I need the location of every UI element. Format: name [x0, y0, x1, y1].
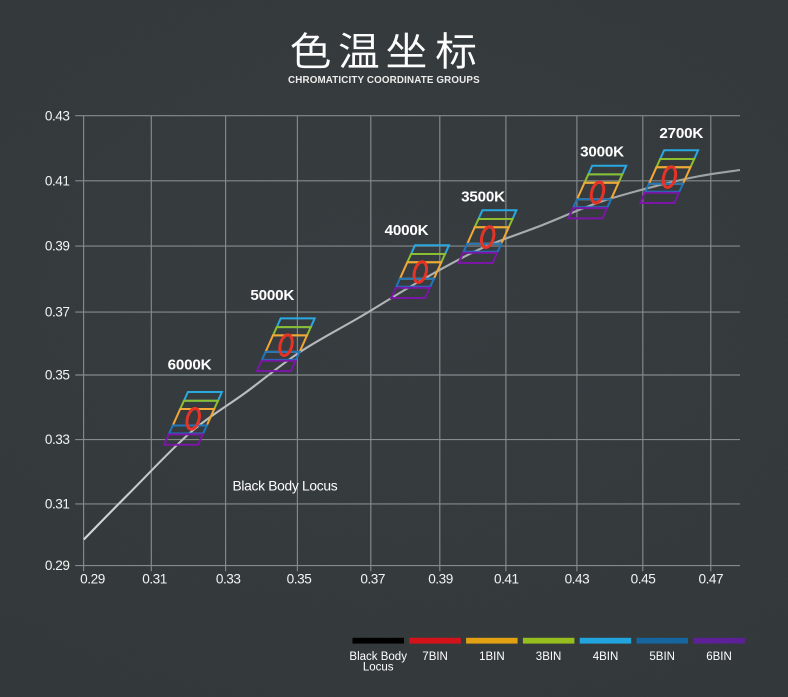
svg-text:6000K: 6000K — [168, 356, 212, 373]
svg-text:0.31: 0.31 — [142, 571, 167, 586]
svg-text:0.33: 0.33 — [45, 432, 70, 447]
svg-text:3000K: 3000K — [580, 143, 624, 160]
svg-text:0.43: 0.43 — [565, 571, 590, 586]
svg-text:0.31: 0.31 — [45, 497, 70, 512]
svg-text:0.33: 0.33 — [216, 571, 241, 586]
svg-text:0.39: 0.39 — [428, 571, 453, 586]
svg-text:5000K: 5000K — [250, 287, 294, 304]
svg-text:7BIN: 7BIN — [422, 651, 448, 663]
svg-text:0.41: 0.41 — [494, 571, 519, 586]
svg-text:3500K: 3500K — [461, 188, 505, 205]
svg-text:Black Body: Black Body — [349, 651, 407, 663]
svg-text:4000K: 4000K — [385, 222, 429, 239]
svg-text:1BIN: 1BIN — [479, 651, 505, 663]
svg-text:0.39: 0.39 — [45, 239, 70, 254]
svg-text:0.29: 0.29 — [80, 571, 105, 586]
svg-text:5BIN: 5BIN — [649, 651, 675, 663]
svg-text:0.37: 0.37 — [45, 305, 70, 320]
svg-text:0.45: 0.45 — [631, 571, 656, 586]
svg-text:Locus: Locus — [363, 662, 394, 674]
svg-text:0.35: 0.35 — [287, 571, 312, 586]
svg-text:0.47: 0.47 — [698, 571, 723, 586]
svg-text:4BIN: 4BIN — [593, 651, 619, 663]
svg-text:2700K: 2700K — [659, 125, 703, 142]
svg-text:6BIN: 6BIN — [706, 651, 732, 663]
svg-text:3BIN: 3BIN — [536, 651, 562, 663]
svg-text:Black Body Locus: Black Body Locus — [233, 478, 338, 493]
svg-text:CHROMATICITY COORDINATE GROUPS: CHROMATICITY COORDINATE GROUPS — [288, 75, 480, 86]
svg-text:0.43: 0.43 — [45, 108, 70, 123]
svg-text:0.29: 0.29 — [45, 558, 70, 573]
svg-text:0.35: 0.35 — [45, 368, 70, 383]
svg-text:0.37: 0.37 — [360, 571, 385, 586]
svg-text:0.41: 0.41 — [45, 173, 70, 188]
